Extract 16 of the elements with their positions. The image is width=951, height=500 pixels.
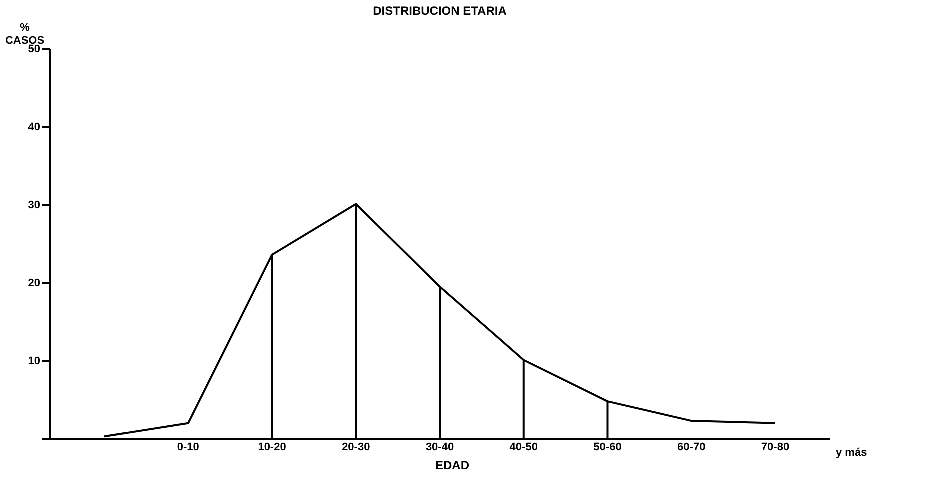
x-tick-label: 20-30 [342, 442, 370, 454]
x-tick-label: 70-80 [761, 442, 790, 454]
y-tick-label: 20 [28, 278, 40, 290]
y-tick-label: 30 [28, 200, 40, 212]
text: y más [836, 447, 868, 459]
x-tick-label: 10-20 [258, 442, 286, 454]
chart-title: DISTRIBUCION ETARIA [373, 4, 508, 18]
x-axis-title: EDAD [436, 458, 470, 472]
x-tick-label: 0-10 [177, 442, 200, 454]
y-tick-label: 10 [28, 356, 40, 368]
y-tick-label: 40 [28, 122, 40, 134]
x-tick-label: 60-70 [678, 442, 706, 454]
x-tick-label: 50-60 [594, 442, 622, 454]
x-tick-label: 40-50 [510, 442, 538, 454]
y-tick-label: 50 [28, 44, 40, 56]
x-tick-label: 30-40 [426, 442, 454, 454]
